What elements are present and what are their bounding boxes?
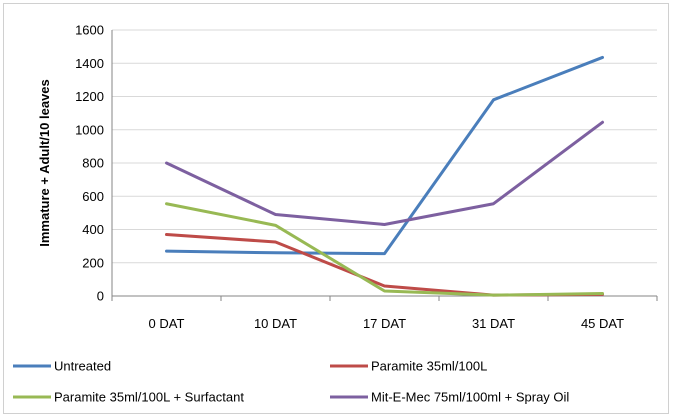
y-tick-label: 800 <box>82 156 104 171</box>
x-tick-label: 45 DAT <box>581 316 624 331</box>
x-tick-label: 17 DAT <box>363 316 406 331</box>
x-tick-label: 10 DAT <box>254 316 297 331</box>
y-tick-label: 1600 <box>75 23 104 38</box>
y-tick-label: 1400 <box>75 56 104 71</box>
legend-label: Mit-E-Mec 75ml/100ml + Spray Oil <box>371 390 569 405</box>
y-tick-label: 1200 <box>75 89 104 104</box>
series-line-2 <box>165 232 604 297</box>
series-lines <box>165 55 604 297</box>
series-line-3 <box>165 202 604 297</box>
y-tick-label: 1000 <box>75 122 104 137</box>
chart-frame <box>3 3 669 414</box>
series-line-1 <box>165 55 604 256</box>
x-tick-label: 31 DAT <box>472 316 515 331</box>
legend-label: Untreated <box>54 359 111 374</box>
series-line-4 <box>165 120 604 227</box>
legend-label: Paramite 35ml/100L <box>371 359 487 374</box>
y-tick-label: 0 <box>97 289 104 304</box>
y-tick-label: 600 <box>82 189 104 204</box>
y-tick-labels: 0 200 400 600 800 1000 1200 1400 1600 <box>75 23 104 304</box>
gridlines <box>111 29 658 301</box>
y-tick-label: 400 <box>82 222 104 237</box>
x-tick-label: 0 DAT <box>149 316 185 331</box>
legend-label: Paramite 35ml/100L + Surfactant <box>54 390 244 405</box>
y-axis-title: Immature + Adult/10 leaves <box>37 79 52 247</box>
y-tick-label: 200 <box>82 255 104 270</box>
x-tick-labels: 0 DAT 10 DAT 17 DAT 31 DAT 45 DAT <box>149 316 625 331</box>
legend: Untreated Paramite 35ml/100L Paramite 35ml… <box>13 359 569 405</box>
